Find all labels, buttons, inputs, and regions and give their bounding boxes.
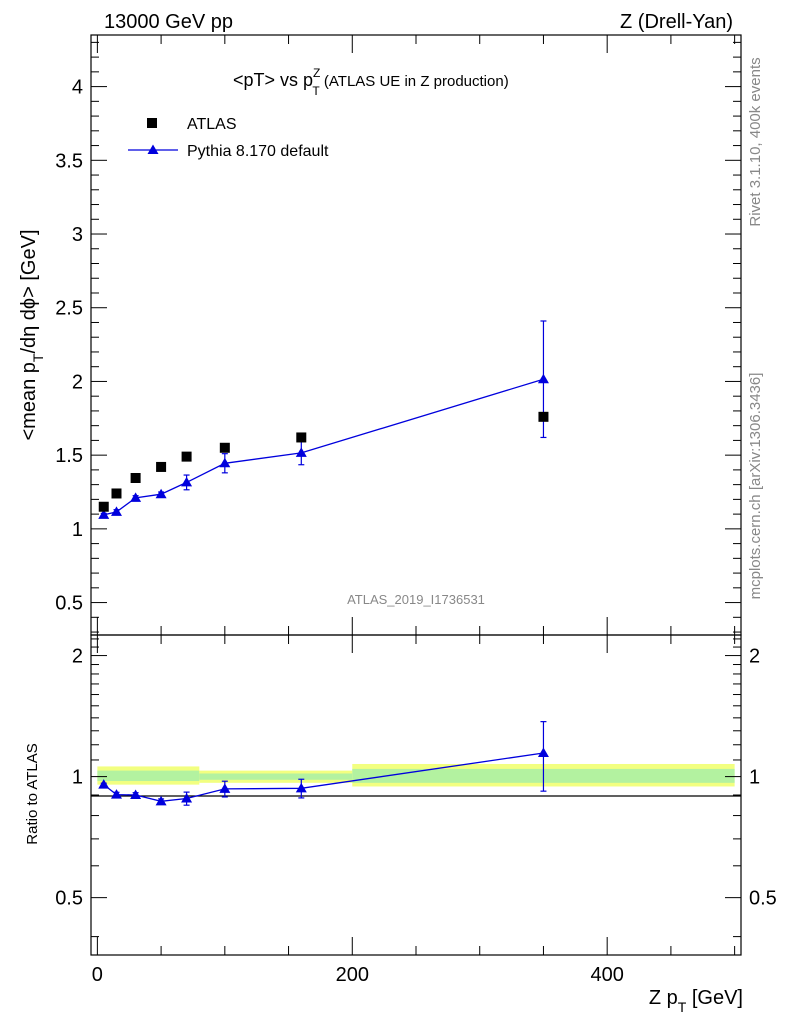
ratio-y-tick-label: 0.5: [55, 888, 83, 910]
data-point-atlas: [130, 472, 141, 483]
data-point-pythia: [130, 492, 142, 502]
legend-marker-atlas: [147, 118, 157, 128]
ratio-y-axis-label: Ratio to ATLAS: [24, 743, 41, 844]
rivet-label: Rivet 3.1.10, 400k events: [747, 57, 764, 226]
title-prefix: <pT> vs p: [233, 70, 313, 90]
ratio-point-pythia: [219, 783, 231, 793]
ratio-point-pythia: [110, 789, 122, 799]
ratio-axis-ticks: 0.5 0.5 1 1 2 2 0 200 400: [55, 635, 777, 986]
legend-label-pythia: Pythia 8.170 default: [187, 143, 329, 160]
y-tick-label: 1.5: [55, 445, 83, 467]
xlabel-part-b: [GeV]: [686, 987, 743, 1009]
y-tick-label: 3.5: [55, 150, 83, 172]
data-point-pythia: [155, 488, 167, 499]
data-point-atlas: [156, 461, 167, 472]
data-point-atlas: [538, 411, 549, 422]
xlabel-subscript: T: [678, 999, 687, 1015]
x-tick-label: 200: [336, 964, 369, 986]
y-tick-label: 0.5: [55, 593, 83, 615]
header-right: Z (Drell-Yan): [620, 11, 733, 33]
main-series: [98, 320, 549, 519]
ratio-frame: [90, 634, 742, 956]
ratio-uncertainty-band: [97, 763, 735, 787]
ratio-y-tick-label: 2: [72, 646, 83, 668]
ratio-y-tick-label: 1: [72, 767, 83, 789]
title-subscript: T: [312, 84, 320, 98]
y-tick-label: 2: [72, 371, 83, 393]
ratio-point-pythia: [130, 789, 142, 799]
data-point-pythia: [219, 457, 231, 468]
data-point-pythia: [537, 373, 549, 384]
ratio-y-tick-label-right: 1: [749, 767, 760, 789]
data-point-atlas: [181, 451, 192, 462]
legend-label-atlas: ATLAS: [187, 116, 237, 133]
data-point-pythia: [98, 509, 110, 519]
y-tick-label: 4: [72, 77, 83, 99]
xlabel-part-a: Z p: [649, 987, 678, 1009]
uncertainty-band-inner: [97, 770, 200, 782]
data-point-atlas: [111, 488, 122, 499]
legend: ATLAS Pythia 8.170 default: [128, 116, 329, 160]
ratio-series: [98, 721, 549, 806]
series-line-pythia: [103, 378, 544, 516]
legend-marker-pythia: [147, 144, 159, 154]
title-suffix: (ATLAS UE in Z production): [320, 73, 509, 90]
x-axis-label: Z pT [GeV]: [649, 987, 743, 1015]
y-tick-label: 2.5: [55, 298, 83, 320]
uncertainty-band-inner: [199, 773, 353, 780]
title-superscript: Z: [313, 66, 320, 80]
data-point-atlas: [296, 432, 307, 443]
data-point-atlas: [98, 501, 109, 512]
x-tick-label: 0: [92, 964, 103, 986]
ylabel-part-b: /dη dϕ> [GeV]: [18, 229, 40, 353]
ratio-point-pythia: [295, 782, 307, 793]
ratio-y-tick-label-right: 2: [749, 646, 760, 668]
mcplots-label: mcplots.cern.ch [arXiv:1306.3436]: [747, 373, 764, 600]
main-y-axis-label: <mean pT/dη dϕ> [GeV]: [18, 229, 46, 440]
ratio-point-pythia: [537, 747, 549, 757]
chart-title: <pT> vs pZ T (ATLAS UE in Z production): [233, 66, 509, 98]
main-axis-ticks: 0.5 1 1.5 2 2.5 3 3.5 4: [55, 35, 741, 635]
ylabel-part-a: <mean p: [18, 362, 40, 440]
ylabel-subscript: T: [30, 353, 46, 362]
ratio-y-tick-label-right: 0.5: [749, 888, 777, 910]
header-left: 13000 GeV pp: [104, 11, 233, 33]
y-tick-label: 1: [72, 519, 83, 541]
main-panel: 0.511.522.533.54 <pT> vs pZ T (ATLAS UE i…: [18, 34, 742, 636]
y-tick-label: 3: [72, 224, 83, 246]
x-tick-label: 400: [590, 964, 623, 986]
analysis-watermark: ATLAS_2019_I1736531: [347, 592, 485, 607]
data-point-pythia: [110, 506, 122, 516]
data-point-atlas: [219, 442, 230, 453]
ratio-panel: 0.5 0.5 1 1 2 2 0 200 400 Ratio to ATLAS Z pT [G…: [24, 634, 777, 1015]
ratio-point-pythia: [155, 795, 167, 806]
ratio-point-pythia: [181, 793, 193, 803]
data-point-pythia: [181, 476, 193, 487]
data-point-pythia: [295, 447, 307, 457]
ratio-point-pythia: [98, 779, 110, 789]
